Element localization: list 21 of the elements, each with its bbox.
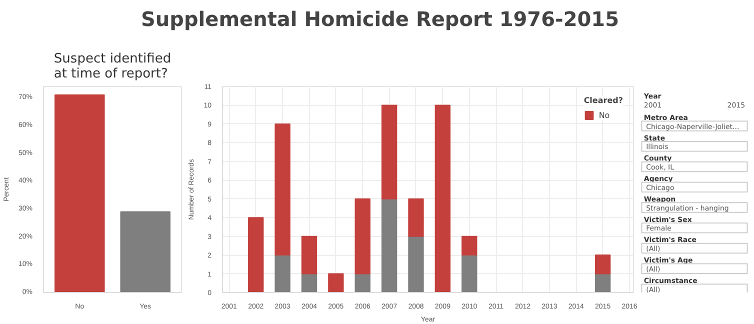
bar	[408, 198, 424, 237]
bar	[434, 104, 451, 292]
bar	[274, 123, 290, 256]
bar	[381, 104, 398, 200]
bar	[274, 254, 290, 292]
bar	[301, 273, 318, 292]
bar	[328, 273, 344, 292]
legend-label: No	[598, 110, 611, 120]
chart-title: Supplemental Homicide Report 1976-2015	[141, 6, 619, 33]
bar	[594, 273, 611, 292]
bar	[462, 254, 478, 292]
bar	[462, 236, 478, 256]
bar	[594, 254, 611, 274]
bar	[381, 198, 398, 292]
bar	[354, 273, 370, 292]
bar	[301, 236, 318, 274]
bar	[408, 236, 424, 292]
chart-title: Suspect identified at time of report?	[54, 52, 172, 82]
legend-title: Cleared?	[584, 96, 623, 105]
bar	[248, 217, 264, 292]
bar	[354, 198, 370, 274]
